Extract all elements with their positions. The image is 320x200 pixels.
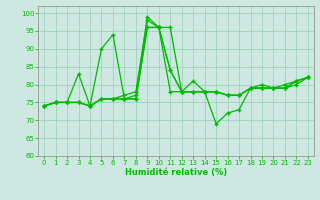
X-axis label: Humidité relative (%): Humidité relative (%)	[125, 168, 227, 177]
